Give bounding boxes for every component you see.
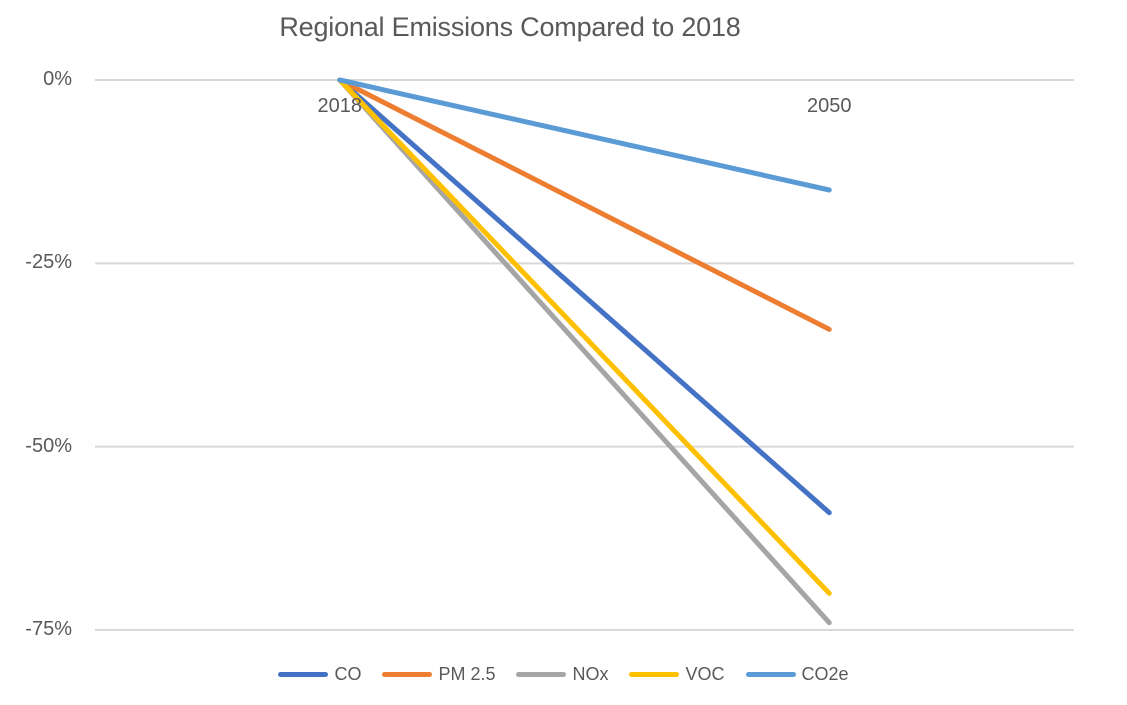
legend-label: CO2e: [801, 664, 849, 684]
x-category-label: 2018: [317, 95, 363, 117]
series-line-pm-2-5: [337, 77, 832, 332]
x-category-label: 2050: [807, 95, 852, 117]
legend-item-co: CO: [278, 664, 361, 685]
series-line-nox: [337, 77, 832, 626]
legend-label: CO: [334, 664, 362, 684]
series-line-voc: [337, 77, 832, 596]
legend-swatch: [278, 672, 329, 677]
chart-title: Regional Emissions Compared to 2018: [279, 12, 741, 42]
y-tick-label: -25%: [25, 251, 72, 274]
y-tick-label: -50%: [25, 434, 72, 457]
legend-swatch: [745, 672, 796, 677]
legend-item-voc: VOC: [629, 664, 725, 685]
legend-label: PM 2.5: [438, 664, 496, 684]
legend-item-co2e: CO2e: [745, 664, 849, 685]
y-tick-label: 0%: [43, 68, 72, 91]
legend-item-nox: NOx: [516, 664, 608, 685]
legend-swatch: [382, 672, 433, 677]
series-line-co2e: [337, 77, 832, 193]
legend-swatch: [516, 672, 567, 677]
legend-label: VOC: [685, 664, 725, 684]
y-tick-label: -75%: [25, 618, 72, 641]
legend-item-pm-2-5: PM 2.5: [382, 664, 495, 685]
legend: CO PM 2.5 NOx VOC CO2e: [0, 664, 1127, 685]
legend-swatch: [629, 672, 680, 677]
legend-label: NOx: [572, 664, 609, 684]
series-line-co: [337, 77, 832, 516]
